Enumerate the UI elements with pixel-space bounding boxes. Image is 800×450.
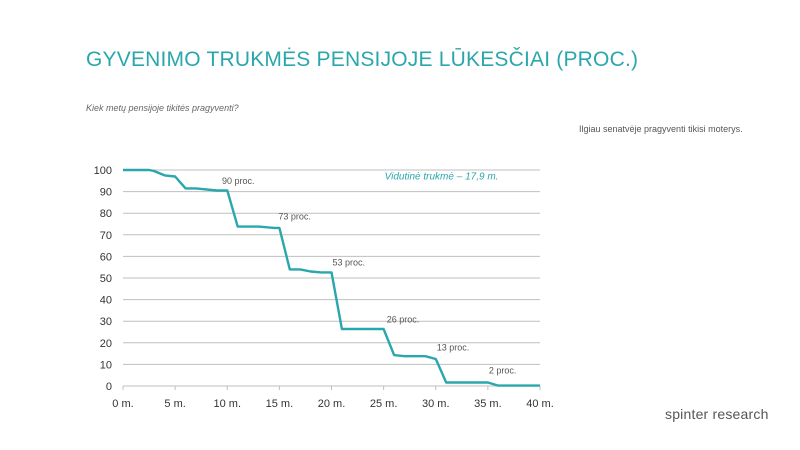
y-tick-label: 10	[100, 359, 112, 371]
data-annotation: 26 proc.	[387, 314, 420, 324]
average-duration-callout: Vidutinė trukmė – 17,9 m.	[385, 172, 499, 183]
x-tick-label: 25 m.	[370, 398, 398, 410]
y-tick-label: 40	[100, 295, 112, 307]
y-tick-label: 20	[100, 338, 112, 350]
y-tick-label: 90	[100, 187, 112, 199]
x-tick-label: 0 m.	[112, 398, 133, 410]
y-tick-label: 100	[94, 165, 112, 177]
x-tick-label: 30 m.	[422, 398, 450, 410]
x-tick-label: 40 m.	[526, 398, 554, 410]
y-tick-label: 50	[100, 273, 112, 285]
brand-logo-text: spinter research	[665, 406, 769, 422]
chart-subtitle: Kiek metų pensijoje tikitės pragyventi?	[86, 103, 239, 113]
x-tick-label: 15 m.	[266, 398, 294, 410]
side-note: Ilgiau senatvėje pragyventi tikisi moter…	[579, 124, 743, 134]
data-annotation: 73 proc.	[278, 212, 311, 222]
x-tick-label: 5 m.	[164, 398, 185, 410]
data-annotation: 53 proc.	[333, 257, 366, 267]
series-line	[123, 168, 540, 387]
x-tick-label: 10 m.	[213, 398, 241, 410]
y-tick-label: 0	[106, 381, 112, 393]
data-annotation: 13 proc.	[437, 342, 470, 352]
data-annotation: 2 proc.	[489, 365, 517, 375]
page-title: GYVENIMO TRUKMĖS PENSIJOJE LŪKESČIAI (PR…	[86, 48, 639, 71]
data-annotation: 90 proc.	[222, 176, 255, 186]
y-tick-label: 80	[100, 208, 112, 220]
y-tick-label: 30	[100, 316, 112, 328]
x-tick-label: 35 m.	[474, 398, 502, 410]
y-tick-label: 70	[100, 230, 112, 242]
x-tick-label: 20 m.	[318, 398, 346, 410]
y-tick-label: 60	[100, 251, 112, 263]
